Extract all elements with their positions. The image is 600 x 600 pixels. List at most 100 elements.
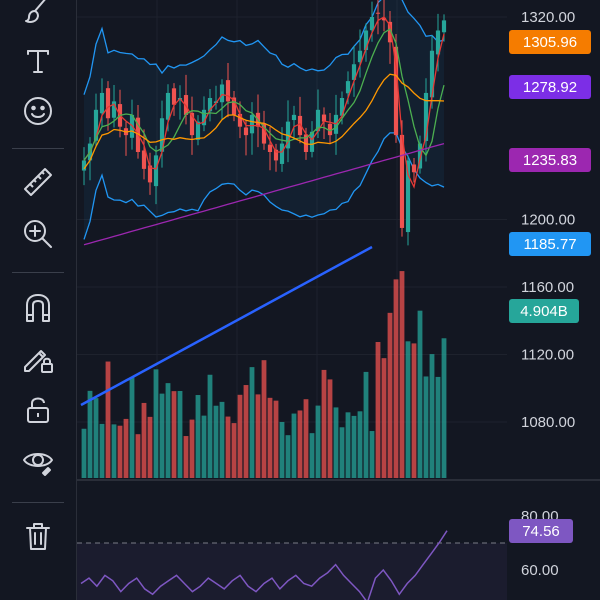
candle-body <box>435 30 441 55</box>
volume-bar <box>285 435 291 478</box>
candle-body <box>315 109 321 132</box>
price-badge-blue-bg <box>509 232 591 256</box>
volume-bar <box>303 399 309 478</box>
volume-bar <box>213 405 219 478</box>
zoom-tool[interactable] <box>12 214 64 258</box>
eye-icon <box>21 443 55 482</box>
magnet-icon <box>21 291 55 330</box>
price-badge-purple: 1235.83 <box>523 152 577 169</box>
volume-bar <box>171 391 177 478</box>
volume-bar <box>369 431 375 478</box>
brush-tool[interactable] <box>12 0 64 34</box>
candle-body <box>159 118 165 152</box>
candle-body <box>267 144 273 152</box>
candle-body <box>81 160 87 171</box>
candle-body <box>423 92 429 142</box>
volume-bar <box>183 436 189 478</box>
magnet-tool[interactable] <box>12 288 64 332</box>
volume-bar <box>147 416 153 478</box>
candle-body <box>273 149 279 161</box>
price-badge-violet: 1278.92 <box>523 79 577 96</box>
candle-body <box>279 143 285 164</box>
volume-bar <box>297 410 303 478</box>
hide-drawings-tool[interactable] <box>12 440 64 484</box>
volume-badge: 4.904B <box>520 303 568 320</box>
volume-bar <box>351 415 357 478</box>
price-badge-orange-bg <box>509 30 591 54</box>
volume-bar <box>429 354 435 478</box>
candle-body <box>243 127 249 136</box>
candle-body <box>189 112 195 136</box>
unlock-icon <box>21 393 55 432</box>
candle-body <box>141 150 147 169</box>
price-axis-label: 1200.00 <box>521 212 575 229</box>
candle-body <box>399 134 405 228</box>
brush-icon <box>21 0 55 32</box>
toolbar-separator <box>12 148 64 149</box>
candle-body <box>417 143 423 169</box>
volume-bar <box>417 310 423 478</box>
volume-bar <box>189 419 195 478</box>
rsi-zone <box>77 543 507 600</box>
candle-body <box>225 80 231 102</box>
toolbar-separator <box>12 502 64 503</box>
smiley-icon <box>21 94 55 133</box>
candle-body <box>195 121 201 140</box>
candle-body <box>111 101 117 118</box>
ruler-tool[interactable] <box>12 162 64 206</box>
bollinger-lower <box>83 132 445 240</box>
volume-bar <box>333 407 339 478</box>
candle-body <box>351 64 357 80</box>
lock-drawings-tool[interactable] <box>12 338 64 382</box>
volume-bar <box>249 367 255 478</box>
emoji-tool[interactable] <box>12 91 64 135</box>
chart-area[interactable]: 1320.00 1200.00 1160.00 1120.00 1080.00 80.00… <box>77 0 600 600</box>
candle-body <box>327 123 333 136</box>
volume-bar <box>99 423 105 478</box>
volume-bar <box>153 369 159 478</box>
volume-bar <box>87 390 93 478</box>
volume-bar <box>255 394 261 478</box>
candle-body <box>153 155 159 187</box>
trend-line-drawing <box>80 245 373 407</box>
toolbar-separator <box>12 272 64 273</box>
candle-body <box>441 20 447 33</box>
candle-body <box>363 30 369 51</box>
volume-bar <box>237 394 243 478</box>
candle-body <box>171 88 177 105</box>
volume-bar <box>111 424 117 478</box>
candle-body <box>321 114 327 122</box>
rsi-value-badge: 74.56 <box>522 523 560 540</box>
candle-body <box>411 164 417 173</box>
zoom-in-icon <box>21 217 55 256</box>
candle-body <box>93 109 99 141</box>
volume-bar <box>267 397 273 478</box>
volume-bar <box>345 412 351 478</box>
candle-body <box>381 17 387 21</box>
candle-body <box>387 21 393 43</box>
volume-bar <box>279 421 285 478</box>
price-chart-svg[interactable]: 1320.001200.001160.001120.001080.0080.00… <box>77 0 600 600</box>
text-tool[interactable] <box>12 40 64 84</box>
ma-long-line <box>83 142 445 246</box>
volume-bar <box>363 371 369 478</box>
volume-bar <box>159 393 165 478</box>
volume-bar <box>435 376 441 478</box>
volume-bar <box>105 361 111 478</box>
volume-badge-bg <box>509 299 579 323</box>
delete-drawings-tool[interactable] <box>12 516 64 560</box>
volume-bar <box>291 413 297 478</box>
candle-body <box>297 115 303 136</box>
volume-bar <box>135 434 141 478</box>
pencil-lock-icon <box>21 341 55 380</box>
unlock-tool[interactable] <box>12 390 64 434</box>
candle-body <box>237 113 243 127</box>
candle-body <box>249 114 255 134</box>
candle-body <box>405 160 411 233</box>
price-axis-label: 1320.00 <box>521 9 575 26</box>
volume-bar <box>273 400 279 478</box>
ma-fast-line <box>83 16 445 189</box>
candle-body <box>309 131 315 152</box>
volume-bar <box>141 402 147 478</box>
volume-bar <box>129 377 135 478</box>
